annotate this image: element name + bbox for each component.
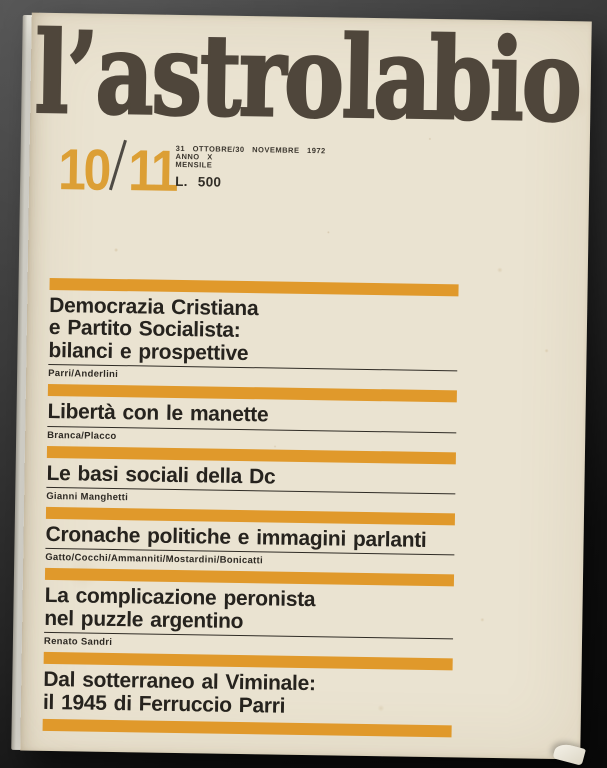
article-title-line: Cronache politiche e immagini parlanti xyxy=(45,522,427,552)
article-accent-bar xyxy=(43,652,453,671)
article-block: Libertà con le manette Branca/Placco xyxy=(47,384,457,447)
article-accent-bar xyxy=(47,384,457,403)
article-title-line: nel puzzle argentino xyxy=(44,606,244,633)
article-authors: Renato Sandri xyxy=(43,636,113,649)
article-block: Le basi sociali della Dc Gianni Manghett… xyxy=(46,445,456,509)
article-title: Democrazia Cristiana e Partito Socialista… xyxy=(48,294,458,369)
article-block: Dal sotterraneo al Viminale: il 1945 di F… xyxy=(43,652,453,720)
issue-number-block: 10 11 xyxy=(57,137,183,204)
article-accent-bar xyxy=(46,445,456,464)
masthead-title: l’astrolabio xyxy=(33,7,582,149)
article-block: La complicazione peronista nel puzzle arg… xyxy=(43,568,455,653)
article-block: Cronache politiche e immagini parlanti G… xyxy=(45,506,456,570)
article-authors: Gianni Manghetti xyxy=(46,490,129,504)
article-accent-bar xyxy=(45,506,456,526)
issue-number-first: 10 xyxy=(57,137,110,203)
article-authors: Parri/Anderlini xyxy=(48,368,119,381)
article-title-line: Le basi sociali della Dc xyxy=(46,461,276,489)
article-accent-bar xyxy=(44,568,455,587)
publication-info: 31 OTTOBRE/30 NOVEMBRE 1972 ANNO X MENSI… xyxy=(175,144,326,190)
article-title-line: il 1945 di Ferruccio Parri xyxy=(42,690,286,718)
article-title: Dal sotterraneo al Viminale: il 1945 di F… xyxy=(42,668,453,720)
article-list: Democrazia Cristiana e Partito Socialista… xyxy=(42,277,459,742)
article-title-line: bilanci e prospettive xyxy=(48,338,249,365)
article-block: Democrazia Cristiana e Partito Socialista… xyxy=(48,277,459,386)
frequency-line: MENSILE xyxy=(175,160,213,170)
corner-curl-highlight xyxy=(552,741,586,766)
article-authors: Gatto/Cocchi/Ammanniti/Mostardini/Bonica… xyxy=(45,552,264,567)
article-title-line: Libertà con le manette xyxy=(47,400,269,427)
article-title: La complicazione peronista nel puzzle arg… xyxy=(44,584,454,636)
article-authors: Branca/Placco xyxy=(47,429,117,442)
issue-slash xyxy=(108,139,127,191)
article-accent-bar xyxy=(42,718,452,738)
article-accent-bar xyxy=(49,277,459,297)
price-line: L. 500 xyxy=(175,173,222,190)
issue-number-second: 11 xyxy=(127,138,177,204)
magazine-cover: l’astrolabio 10 11 31 OTTOBRE/30 NOVEMBR… xyxy=(20,7,592,766)
